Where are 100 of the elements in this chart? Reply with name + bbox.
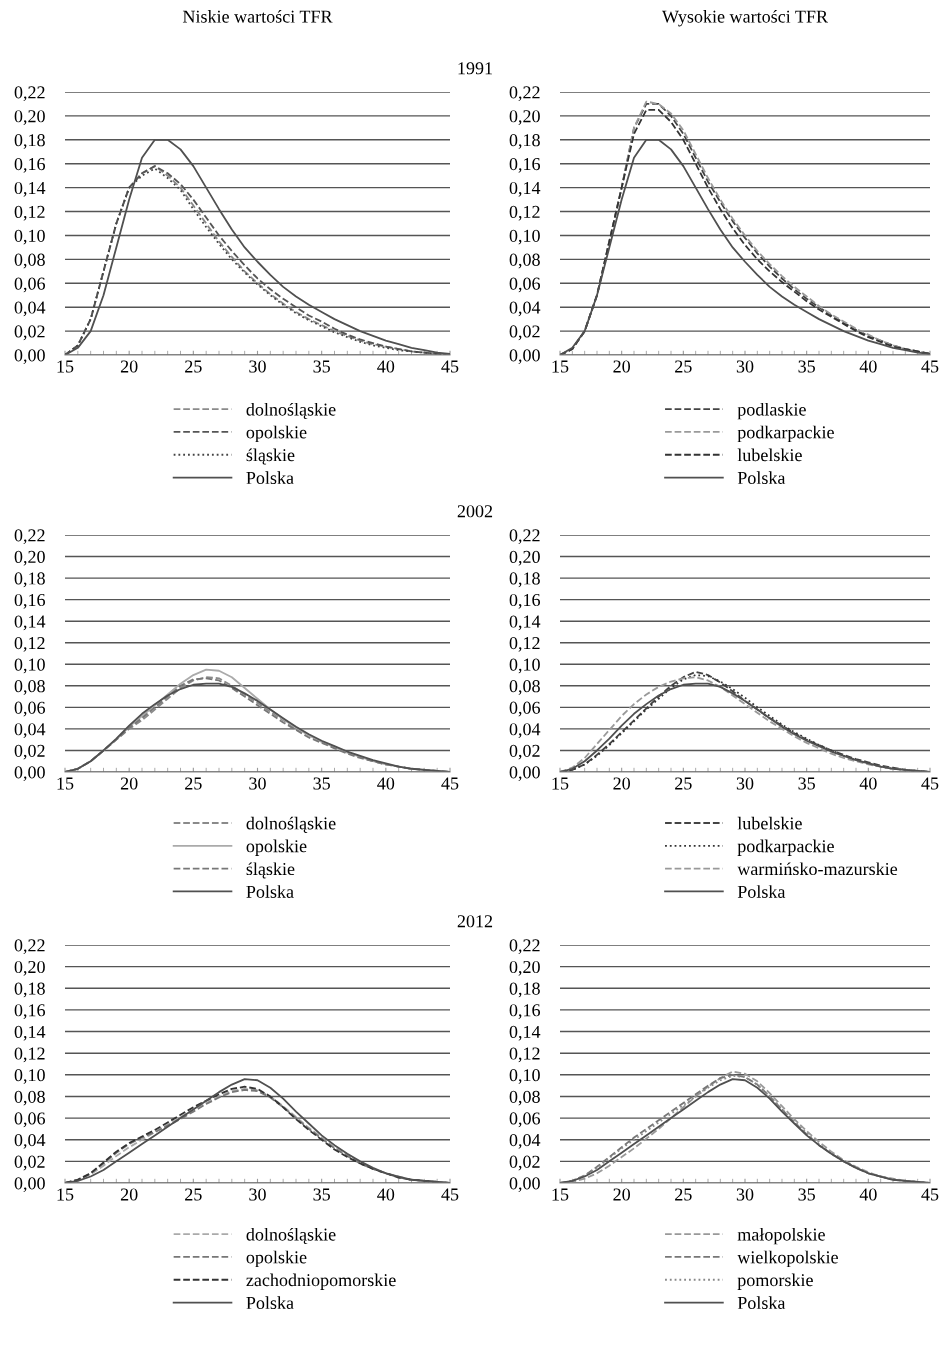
x-tick-label: 45: [921, 777, 939, 790]
y-tick-label: 0,08: [509, 680, 540, 695]
y-tick-label: 0,18: [509, 982, 540, 998]
legend-label: Polska: [737, 471, 786, 485]
x-tick-label: 40: [377, 1188, 395, 1201]
legend-label: dolnośląskie: [246, 1227, 336, 1244]
x-tick-label: 40: [859, 360, 877, 373]
y-tick-label: 0,22: [14, 529, 45, 545]
x-tick-label: 15: [552, 1188, 569, 1201]
x-tick-label: 30: [249, 777, 266, 790]
x-tick-label: 40: [377, 777, 395, 790]
y-tick-label: 0,04: [509, 301, 541, 317]
y-tick-label: 0,18: [14, 572, 45, 588]
y-tick-label: 0,20: [14, 550, 45, 566]
x-tick-label: 45: [441, 360, 459, 373]
x-tick-label: 15: [57, 360, 74, 373]
legend-label: dolnośląskie: [246, 816, 336, 833]
y-tick-label: 0,14: [509, 181, 541, 197]
x-tick-label: 25: [185, 1188, 202, 1201]
x-tick-label: 15: [57, 777, 74, 790]
y-tick-label: 0,12: [509, 1047, 540, 1063]
y-tick-label: 0,14: [509, 1025, 541, 1041]
legend-label: podkarpackie: [737, 839, 834, 856]
y-tick-label: 0,08: [14, 253, 45, 269]
x-tick-label: 20: [613, 1188, 631, 1201]
x-tick-label: 25: [675, 1188, 692, 1201]
y-tick-label: 0,22: [14, 939, 45, 955]
y-tick-label: 0,12: [509, 636, 540, 652]
x-tick-label: 15: [57, 1188, 74, 1201]
y-tick-label: 0,06: [14, 701, 46, 717]
y-tick-label: 0,14: [14, 615, 46, 631]
y-tick-label: 0,22: [14, 86, 45, 102]
legend-label: małopolskie: [737, 1227, 825, 1245]
y-tick-label: 0,02: [509, 325, 540, 341]
text: 1991: [458, 62, 492, 75]
legend-label: lubelskie: [737, 816, 802, 830]
legend-label: dolnośląskie: [246, 402, 336, 419]
x-tick-label: 45: [921, 1188, 939, 1201]
y-tick-label: 0,14: [14, 181, 46, 197]
legend-label: śląskie: [246, 448, 295, 465]
y-tick-label: 0,04: [14, 1133, 46, 1149]
y-tick-label: 0,18: [14, 982, 45, 998]
y-tick-label: 0,18: [509, 572, 540, 588]
legend-label: śląskie: [246, 862, 295, 879]
y-tick-label: 0,20: [509, 550, 540, 566]
x-tick-label: 30: [736, 777, 754, 790]
legend-label: opolskie: [246, 1250, 307, 1268]
y-tick-label: 0,00: [14, 349, 45, 365]
y-tick-label: 0,00: [509, 1177, 540, 1193]
x-tick-label: 40: [377, 360, 395, 373]
legend-label: Polska: [246, 1296, 294, 1310]
y-tick-label: 0,12: [14, 1047, 45, 1063]
x-tick-label: 20: [120, 777, 138, 790]
y-tick-label: 0,12: [509, 205, 540, 221]
legend-label: warmińsko-mazurskie: [737, 862, 898, 876]
legend-label: Polska: [737, 885, 786, 898]
legend-label: Polska: [246, 471, 294, 485]
y-tick-label: 0,16: [14, 593, 46, 609]
y-tick-label: 0,16: [509, 593, 541, 609]
y-tick-label: 0,02: [509, 744, 540, 760]
x-tick-label: 15: [552, 360, 569, 373]
x-tick-label: 15: [552, 777, 569, 790]
y-tick-label: 0,08: [509, 1090, 540, 1106]
y-tick-label: 0,22: [509, 939, 540, 955]
x-tick-label: 30: [249, 1188, 266, 1201]
y-tick-label: 0,04: [14, 723, 46, 738]
y-tick-label: 0,00: [509, 349, 540, 365]
y-tick-label: 0,00: [14, 1177, 45, 1193]
x-tick-label: 45: [441, 777, 459, 790]
y-tick-label: 0,10: [14, 1069, 45, 1084]
x-tick-label: 35: [313, 1188, 330, 1201]
x-tick-label: 20: [613, 777, 631, 790]
y-tick-label: 0,14: [509, 615, 541, 631]
y-tick-label: 0,14: [14, 1025, 46, 1041]
text: 2012: [457, 915, 493, 928]
y-tick-label: 0,20: [14, 960, 45, 976]
x-tick-label: 35: [798, 777, 815, 790]
legend-label: pomorskie: [737, 1273, 813, 1290]
y-tick-label: 0,06: [509, 1112, 541, 1128]
y-tick-label: 0,02: [14, 1155, 45, 1171]
y-tick-label: 0,00: [509, 766, 540, 782]
legend-label: wielkopolskie: [737, 1250, 838, 1268]
x-tick-label: 25: [675, 777, 692, 790]
y-tick-label: 0,20: [509, 960, 540, 976]
x-tick-label: 25: [675, 360, 692, 373]
y-tick-label: 0,18: [509, 134, 540, 149]
y-tick-label: 0,16: [509, 157, 541, 173]
x-tick-label: 20: [613, 360, 631, 373]
y-tick-label: 0,22: [509, 86, 540, 102]
y-tick-label: 0,08: [509, 253, 540, 269]
legend-label: zachodniopomorskie: [246, 1273, 396, 1290]
y-tick-label: 0,06: [14, 1112, 46, 1128]
y-tick-label: 0,16: [14, 1004, 46, 1019]
y-tick-label: 0,04: [509, 723, 541, 738]
x-tick-label: 30: [249, 360, 266, 373]
y-tick-label: 0,22: [509, 529, 540, 545]
y-tick-label: 0,08: [14, 1090, 45, 1106]
x-tick-label: 25: [185, 360, 202, 373]
y-tick-label: 0,06: [509, 701, 541, 717]
x-tick-label: 40: [859, 777, 877, 790]
